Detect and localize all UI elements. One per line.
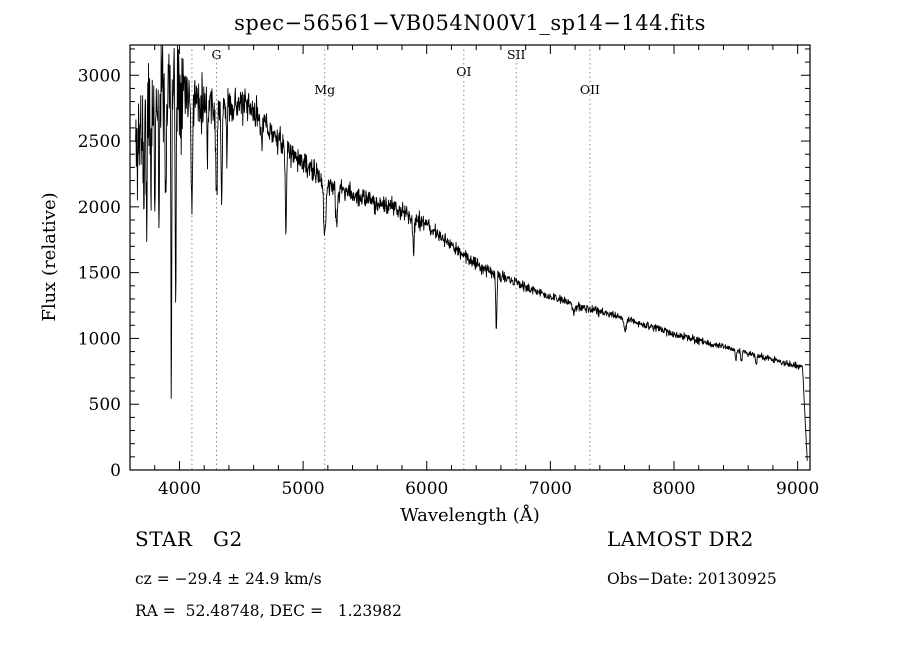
y-tick-label: 1000: [78, 329, 121, 349]
y-tick-label: 2000: [78, 198, 121, 218]
spectrum-line: [135, 44, 808, 461]
obs-date-label: Obs−Date: 20130925: [607, 570, 777, 588]
y-tick-label: 0: [110, 461, 121, 481]
x-tick-label: 8000: [652, 479, 695, 499]
spectral-marker-label: OII: [580, 82, 600, 97]
y-tick-label: 500: [89, 395, 121, 415]
x-tick-label: 5000: [281, 479, 324, 499]
radial-velocity-label: cz = −29.4 ± 24.9 km/s: [135, 570, 322, 588]
ra-dec-label: RA = 52.48748, DEC = 1.23982: [135, 602, 402, 620]
spectral-marker-label: Mg: [314, 82, 335, 97]
spectral-marker-label: OI: [456, 64, 471, 79]
spectrum-curve: [135, 44, 808, 461]
y-tick-label: 2500: [78, 132, 121, 152]
axes: 4000 5000 6000 7000 8000 9000 0 500 1000 1500 2000…: [78, 44, 819, 499]
x-tick-label: 7000: [529, 479, 572, 499]
y-axis-label: Flux (relative): [39, 192, 60, 321]
x-axis-label: Wavelength (Å): [400, 504, 540, 526]
spectral-marker-label: G: [212, 47, 222, 62]
spectral-marker-label: SII: [507, 47, 526, 62]
y-tick-label: 3000: [78, 66, 121, 86]
chart-title: spec−56561−VB054N00V1_sp14−144.fits: [234, 11, 706, 35]
x-tick-label: 4000: [158, 479, 201, 499]
y-tick-label: 1500: [78, 264, 121, 284]
object-class-label: STAR G2: [135, 527, 243, 551]
plot-border: [129, 44, 811, 471]
x-tick-label: 6000: [405, 479, 448, 499]
x-tick-label: 9000: [776, 479, 819, 499]
survey-release-label: LAMOST DR2: [607, 527, 754, 551]
spectral-line-markers: G Mg OI SII OII: [191, 45, 600, 470]
